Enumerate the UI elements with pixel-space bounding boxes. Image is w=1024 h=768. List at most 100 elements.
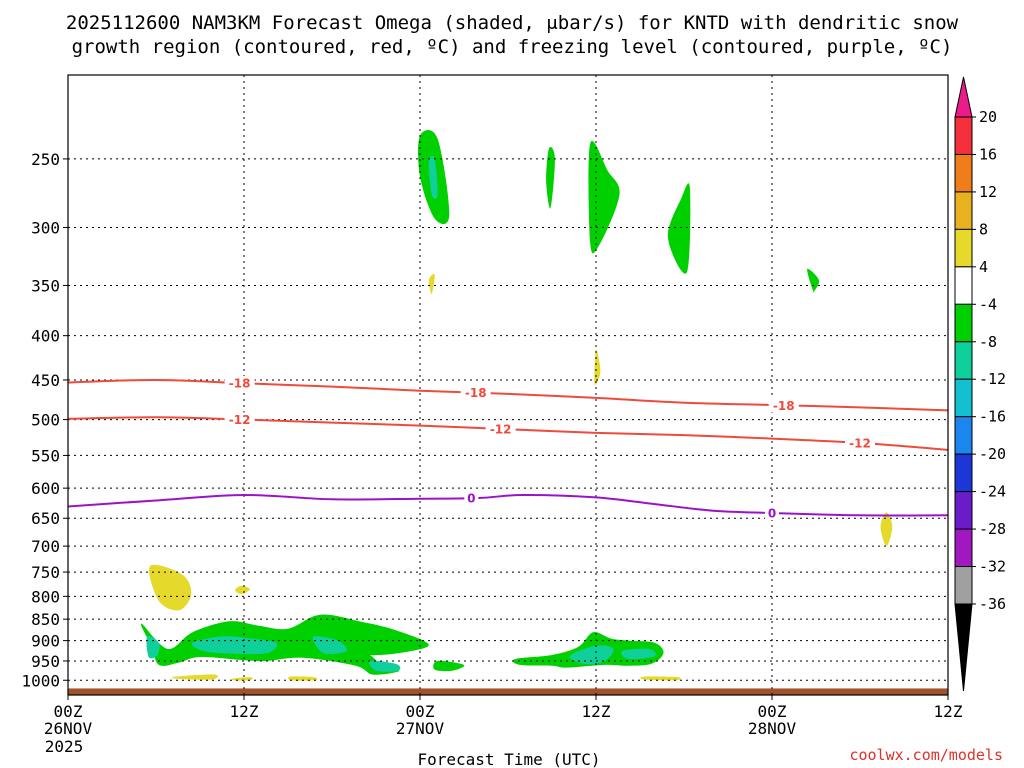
- y-tick-label-550: 550: [31, 446, 60, 465]
- x-tick-label-24: 00Z: [406, 702, 435, 721]
- omega-region-12: [146, 635, 160, 659]
- contour-label-bg-temp-minus-12-2: [845, 435, 875, 450]
- x-tick-date-48: 28NOV: [748, 719, 797, 738]
- colorbar-tick-label-3: 8: [979, 220, 988, 238]
- omega-region-23: [640, 676, 681, 681]
- colorbar-tick-label-1: 16: [979, 145, 997, 163]
- y-tick-label-350: 350: [31, 276, 60, 295]
- omega-region-9: [149, 564, 192, 611]
- title-line-2: growth region (contoured, red, ºC) and f…: [72, 36, 953, 58]
- y-tick-label-450: 450: [31, 371, 60, 390]
- colorbar-tick-label-8: -16: [979, 408, 1006, 426]
- colorbar-top-triangle: [954, 76, 973, 118]
- colorbar-tick-label-5: -4: [979, 295, 997, 313]
- title-line-1: 2025112600 NAM3KM Forecast Omega (shaded…: [66, 12, 959, 34]
- y-tick-label-650: 650: [31, 509, 60, 528]
- omega-region-16: [433, 660, 465, 672]
- contour-label-temp-minus-18-2: -18: [773, 399, 795, 413]
- contour-label-bg-temp-minus-18-0: [224, 376, 255, 391]
- credit-text: coolwx.com/models: [849, 746, 1003, 764]
- omega-region-22: [287, 676, 318, 681]
- contour-freezing-level: [67, 493, 949, 517]
- colorbar-band-1: [954, 153, 973, 193]
- colorbar-band-5: [954, 303, 973, 343]
- y-tick-label-700: 700: [31, 537, 60, 556]
- colorbar-tick-label-13: -36: [979, 595, 1006, 613]
- colorbar-tick-label-4: 4: [979, 258, 988, 276]
- colorbar-tick-label-0: 20: [979, 108, 997, 126]
- colorbar-band-11: [954, 528, 973, 568]
- x-tick-label-48: 00Z: [758, 702, 787, 721]
- contour-label-temp-minus-12-1: -12: [490, 422, 512, 436]
- y-tick-label-1000: 1000: [21, 671, 60, 690]
- contour-label-bg-freezing-level-0: [464, 491, 479, 506]
- colorbar-band-6: [954, 341, 973, 380]
- omega-region-10: [235, 585, 250, 595]
- omega-region-3: [588, 140, 620, 254]
- colorbar-band-7: [954, 378, 973, 418]
- contour-label-temp-minus-18-1: -18: [465, 386, 487, 400]
- colorbar-band-10: [954, 491, 973, 530]
- colorbar-band-12: [954, 566, 973, 605]
- colorbar-tick-label-9: -20: [979, 445, 1006, 463]
- omega-region-2: [546, 146, 555, 209]
- y-tick-label-900: 900: [31, 632, 60, 651]
- x-tick-label-36: 12Z: [582, 702, 611, 721]
- x-axis-label: Forecast Time (UTC): [417, 750, 600, 768]
- colorbar-tick-label-7: -12: [979, 370, 1006, 388]
- y-tick-label-800: 800: [31, 587, 60, 606]
- colorbar-band-0: [954, 116, 973, 155]
- contour-label-bg-temp-minus-18-2: [768, 398, 799, 413]
- colorbar-tick-label-10: -24: [979, 483, 1006, 501]
- omega-region-18: [569, 645, 614, 665]
- surface-ground: [68, 688, 948, 695]
- omega-region-11: [140, 614, 429, 675]
- axes: 250 300 350 400 450 500 550 600 650 700 750 800 850 9…: [21, 150, 962, 756]
- x-tick-date-0: 26NOV: [44, 719, 93, 738]
- colorbar-band-9: [954, 453, 973, 493]
- colorbar-tick-label-2: 12: [979, 183, 997, 201]
- grid-lines: [67, 75, 949, 695]
- x-tick-label-12: 12Z: [230, 702, 259, 721]
- y-tick-label-500: 500: [31, 411, 60, 430]
- contour-label-temp-minus-18-0: -18: [229, 377, 251, 391]
- colorbar-tick-label-12: -32: [979, 558, 1006, 576]
- colorbar-bottom-triangle: [954, 603, 973, 692]
- contour-temp-minus-18: [67, 378, 949, 412]
- omega-shaded-regions: [140, 129, 893, 681]
- omega-region-8: [880, 512, 893, 547]
- y-tick-label-950: 950: [31, 652, 60, 671]
- colorbar-band-2: [954, 191, 973, 230]
- colorbar-tick-label-6: -8: [979, 333, 997, 351]
- colorbar-tick-label-11: -28: [979, 520, 1006, 538]
- omega-region-15: [368, 660, 401, 672]
- omega-region-19: [621, 648, 656, 660]
- x-tick-year-0: 2025: [45, 737, 84, 756]
- plot-frame: [67, 74, 949, 696]
- contour-label-bg-temp-minus-12-1: [485, 421, 516, 436]
- y-tick-label-850: 850: [31, 610, 60, 629]
- contour-label-bg-temp-minus-18-1: [460, 385, 491, 400]
- y-tick-label-250: 250: [31, 150, 60, 169]
- omega-region-21: [231, 677, 253, 681]
- omega-region-6: [428, 273, 435, 294]
- y-tick-label-600: 600: [31, 479, 60, 498]
- colorbar-band-3: [954, 228, 973, 268]
- colorbar-band-8: [954, 416, 973, 455]
- colorbar-band-4: [954, 266, 973, 305]
- x-tick-date-24: 27NOV: [396, 719, 445, 738]
- x-tick-label-0: 00Z: [54, 702, 83, 721]
- y-tick-label-750: 750: [31, 563, 60, 582]
- contour-label-temp-minus-12-2: -12: [849, 436, 871, 450]
- contour-label-temp-minus-12-0: -12: [229, 413, 251, 427]
- omega-region-5: [807, 268, 820, 293]
- contour-label-freezing-level-1: 0: [768, 507, 776, 521]
- omega-region-1: [428, 155, 438, 200]
- contour-label-bg-temp-minus-12-0: [224, 412, 255, 427]
- x-tick-label-60: 12Z: [934, 702, 963, 721]
- omega-region-20: [171, 674, 218, 680]
- contour-lines: -18 -18 -18 -12 -12 -12 0 0: [67, 376, 949, 521]
- colorbar: 20 16 12 8 4 -4 -8 -12 -16 -20 -24 -28 -32 -36: [954, 76, 1006, 692]
- surface-layer: [68, 688, 948, 695]
